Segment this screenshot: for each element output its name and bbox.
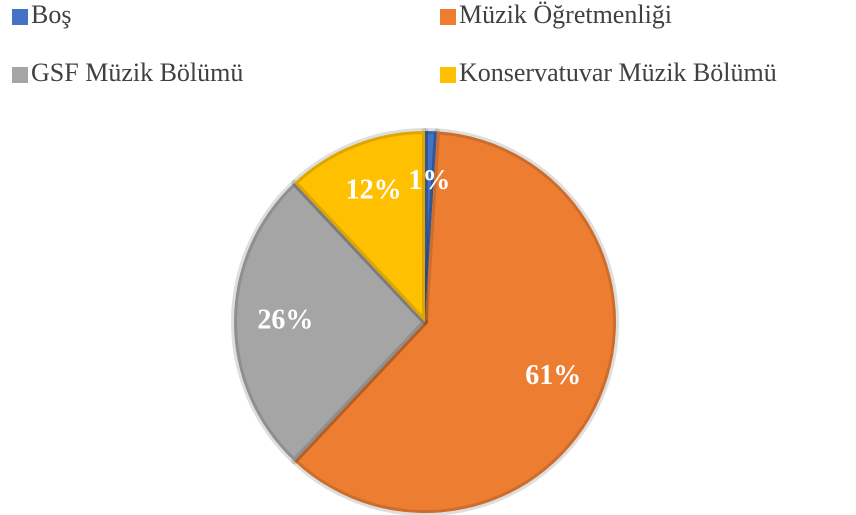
legend-label: Müzik Öğretmenliği	[459, 0, 672, 29]
pie-slice	[422, 128, 440, 325]
pie-slice	[231, 179, 428, 465]
pie-slice	[291, 128, 619, 515]
data-label: 12%	[346, 175, 402, 206]
data-label: 26%	[257, 304, 313, 335]
legend-swatch	[12, 9, 28, 25]
legend-swatch	[12, 67, 28, 83]
legend-label: Konservatuvar Müzik Bölümü	[459, 58, 777, 87]
legend-swatch	[440, 67, 456, 83]
data-label: 1%	[408, 165, 450, 196]
data-label: 61%	[525, 360, 581, 391]
pie-slice	[291, 128, 428, 325]
legend-swatch	[440, 9, 456, 25]
legend-label: GSF Müzik Bölümü	[31, 58, 243, 87]
legend-label: Boş	[31, 0, 71, 29]
